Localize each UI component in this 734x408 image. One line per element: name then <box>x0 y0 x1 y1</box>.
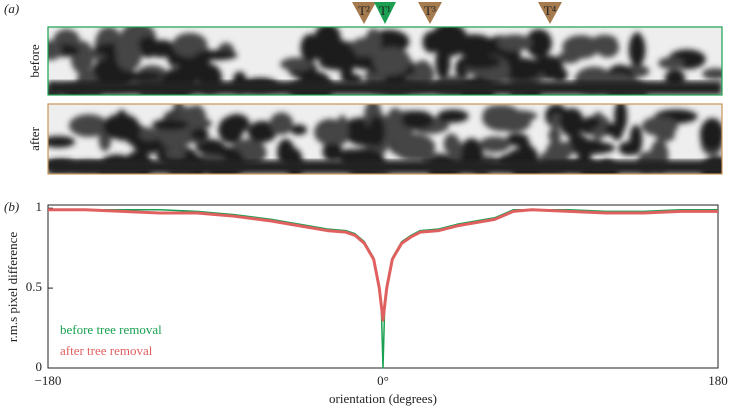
row-label: before <box>27 44 42 77</box>
marker <box>418 2 442 24</box>
foliage <box>48 27 722 95</box>
tree-blob <box>482 105 511 125</box>
tree-blob <box>372 46 411 76</box>
tree-blob <box>550 113 563 128</box>
tree-blob <box>629 124 643 155</box>
tree-blob <box>277 138 295 166</box>
tree-blob <box>505 133 529 147</box>
legend-entry: after tree removal <box>60 343 153 358</box>
tree-blob <box>165 146 186 160</box>
tree-blob <box>591 34 618 48</box>
tree-blob <box>48 135 76 148</box>
tree-blob <box>48 40 63 61</box>
tree-blob <box>592 68 605 84</box>
tree-blob <box>322 141 343 162</box>
tree-blob <box>610 122 624 141</box>
tree-blob <box>702 68 722 80</box>
x-tick-label: 0° <box>377 373 389 388</box>
tree-blob <box>139 127 159 141</box>
tree-blob <box>352 55 377 70</box>
tree-blob <box>641 116 679 137</box>
tree-blob <box>290 124 308 136</box>
tree-blob <box>218 116 244 144</box>
ground <box>48 81 722 95</box>
y-tick-label: 0 <box>36 359 43 374</box>
row-label: after <box>27 126 42 150</box>
marker <box>374 2 396 24</box>
tree-blob <box>658 57 685 70</box>
tree-blob <box>479 136 511 153</box>
tree-blob <box>497 34 533 52</box>
tree-blob <box>459 55 502 70</box>
marker <box>352 2 376 24</box>
frame <box>47 26 723 96</box>
x-axis-label: orientation (degrees) <box>329 391 437 406</box>
frame <box>47 103 723 175</box>
tree-blob <box>525 29 552 58</box>
tree-blob <box>269 112 294 135</box>
tree-blob <box>190 127 209 141</box>
tree-blob <box>69 114 109 137</box>
marker-label: T¹ <box>379 3 391 18</box>
tree-blob <box>312 36 350 64</box>
tree-blob <box>582 116 601 130</box>
tree-blob <box>365 28 382 54</box>
legend-entry: before tree removal <box>60 322 162 337</box>
tree-blob <box>548 127 561 144</box>
tree-blob <box>401 110 434 129</box>
tree-blob <box>393 133 436 162</box>
tree-blob <box>628 33 646 67</box>
tree-blob <box>437 109 469 123</box>
tree-blob <box>557 141 574 158</box>
photo-before <box>48 27 722 95</box>
tree-blob <box>247 120 277 143</box>
tree-blob <box>137 36 159 58</box>
tree-blob <box>503 57 542 82</box>
x-tick-label: 180 <box>708 373 728 388</box>
marker <box>538 2 562 24</box>
x-tick-label: −180 <box>35 373 62 388</box>
tree-blob <box>559 108 585 138</box>
panel-label: (b) <box>4 199 19 214</box>
tree-blob <box>449 138 463 161</box>
panel-label: (a) <box>4 1 19 16</box>
tree-blob <box>700 118 722 151</box>
y-tick-label: 0.5 <box>26 279 42 294</box>
series-line <box>48 208 718 322</box>
tree-blob <box>151 118 189 131</box>
tree-blob <box>172 32 208 58</box>
tree-blob <box>114 39 140 56</box>
marker-label: T³ <box>424 3 436 18</box>
tree-blob <box>415 60 432 80</box>
tree-blob <box>314 121 348 145</box>
y-tick-label: 1 <box>36 199 43 214</box>
y-axis-label: r.m.s pixel difference <box>5 232 20 342</box>
ground <box>48 160 722 174</box>
tree-blob <box>127 71 162 82</box>
tree-blob <box>280 57 314 72</box>
tree-blob <box>453 34 495 58</box>
marker-label: T² <box>358 3 370 18</box>
marker-label: T⁴ <box>544 3 557 18</box>
tree-blob <box>562 35 600 59</box>
tree-blob <box>368 115 386 147</box>
tree-blob <box>195 50 238 61</box>
photo-after <box>48 104 722 174</box>
